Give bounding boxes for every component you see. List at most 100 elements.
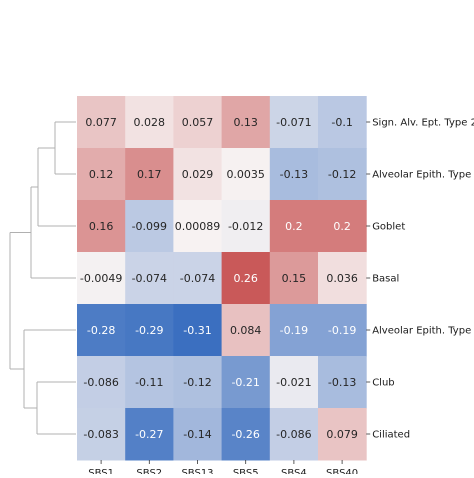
heatmap-cell — [318, 148, 367, 201]
heatmap-cell — [318, 252, 367, 305]
heatmap-cell-value: 0.029 — [182, 168, 214, 181]
heatmap-cell — [173, 304, 223, 357]
column-label: SBS5 — [233, 468, 259, 474]
heatmap-cell — [318, 200, 367, 253]
row-dendrogram — [9, 121, 76, 435]
heatmap-cell-value: -0.086 — [276, 428, 311, 441]
column-label: SBS1 — [88, 468, 114, 474]
heatmap-cell-value: -0.1 — [331, 116, 352, 129]
heatmap-cell — [173, 252, 223, 305]
heatmap-cell — [77, 356, 126, 409]
heatmap-cell-value: -0.086 — [83, 376, 118, 389]
row-label: Ciliated — [372, 430, 410, 441]
heatmap-cell — [173, 96, 223, 149]
heatmap-cell — [269, 200, 319, 253]
heatmap-cell — [173, 356, 223, 409]
heatmap-cell — [221, 356, 271, 409]
heatmap-cell — [221, 304, 271, 357]
heatmap-cell-value: 0.13 — [233, 116, 258, 129]
heatmap-cell-value: -0.074 — [132, 272, 167, 285]
heatmap-cell — [269, 408, 319, 461]
heatmap-cell-value: -0.021 — [276, 376, 311, 389]
heatmap-cell — [77, 200, 126, 253]
heatmap-cell — [318, 96, 367, 149]
column-label: SBS4 — [281, 468, 307, 474]
heatmap-cell-value: 0.16 — [89, 220, 114, 233]
row-label: Sign. Alv. Ept. Type 2 — [372, 118, 474, 129]
heatmap-cell-value: -0.074 — [180, 272, 215, 285]
heatmap-cell-value: -0.099 — [132, 220, 167, 233]
heatmap-cell-value: -0.29 — [135, 324, 163, 337]
heatmap-cell-value: 0.12 — [89, 168, 114, 181]
heatmap-cell-value: 0.2 — [333, 220, 351, 233]
heatmap-cell-value: -0.27 — [135, 428, 163, 441]
heatmap-cell — [318, 356, 367, 409]
heatmap-cell-value: -0.13 — [328, 376, 356, 389]
row-label: Alveolar Epith. Type 2 — [372, 170, 474, 181]
row-labels: Sign. Alv. Ept. Type 2 Alveolar Epith. Ty… — [366, 118, 474, 441]
heatmap-cell-value: 0.2 — [285, 220, 303, 233]
heatmap-cell — [125, 200, 174, 253]
heatmap-cell-value: 0.00089 — [175, 220, 221, 233]
heatmap-cell — [125, 304, 174, 357]
heatmap-cell-value: 0.057 — [182, 116, 214, 129]
heatmap-cell-value: 0.077 — [85, 116, 117, 129]
heatmap-cell — [125, 148, 174, 201]
heatmap-cell-value: -0.31 — [183, 324, 211, 337]
heatmap-cell-value: -0.071 — [276, 116, 311, 129]
heatmap-cell — [173, 408, 223, 461]
heatmap-cell — [125, 252, 174, 305]
column-labels: SBS1 SBS2 SBS13 SBS5 SBS4 SBS40 — [88, 460, 358, 478]
heatmap-cell-value: 0.036 — [326, 272, 358, 285]
heatmap-cell — [173, 148, 223, 201]
heatmap-cell — [269, 356, 319, 409]
heatmap-cell — [269, 252, 319, 305]
row-label: Goblet — [372, 222, 405, 233]
heatmap-cell-value: 0.084 — [230, 324, 262, 337]
heatmap-cell — [318, 304, 367, 357]
heatmap-cell-value: 0.0035 — [226, 168, 265, 181]
heatmap-cell-value: -0.012 — [228, 220, 263, 233]
heatmap-cell — [221, 96, 271, 149]
column-label: SBS40 — [326, 468, 358, 474]
heatmap-cell — [318, 408, 367, 461]
heatmap-cell-labels: 0.077 0.028 0.057 0.13 -0.071 -0.1 0.12 0.17 0.0… — [80, 116, 358, 441]
column-label: SBS13 — [181, 468, 213, 474]
heatmap-cell-value: -0.26 — [231, 428, 259, 441]
heatmap-cell-value: -0.11 — [135, 376, 163, 389]
heatmap-cell — [77, 408, 126, 461]
heatmap-cell — [269, 148, 319, 201]
heatmap-cell-value: -0.083 — [83, 428, 118, 441]
heatmap-cell — [125, 408, 174, 461]
row-label: Alveolar Epith. Type 1 — [372, 326, 474, 337]
heatmap-cell — [221, 252, 271, 305]
heatmap-cell-value: 0.028 — [134, 116, 166, 129]
heatmap-cell-value: 0.079 — [326, 428, 358, 441]
heatmap-cell — [221, 200, 271, 253]
column-label: SBS2 — [136, 468, 162, 474]
heatmap-cell — [221, 408, 271, 461]
heatmap-cell-value: -0.21 — [231, 376, 259, 389]
heatmap-cell-value: -0.19 — [328, 324, 356, 337]
heatmap-cell — [77, 148, 126, 201]
heatmap-cell-value: 0.17 — [137, 168, 162, 181]
row-label: Club — [372, 378, 394, 389]
row-label: Basal — [372, 274, 399, 285]
heatmap-cell — [125, 96, 174, 149]
heatmap-cell — [77, 304, 126, 357]
heatmap-cell-value: 0.15 — [282, 272, 307, 285]
heatmap-cell — [269, 304, 319, 357]
heatmap-cell — [173, 200, 223, 253]
heatmap-cell-value: -0.12 — [328, 168, 356, 181]
heatmap-cell-value: -0.12 — [183, 376, 211, 389]
heatmap-cells — [77, 96, 367, 461]
heatmap-cell — [77, 96, 126, 149]
heatmap-cell — [77, 252, 126, 305]
heatmap-cell — [221, 148, 271, 201]
heatmap-cell-value: -0.14 — [183, 428, 211, 441]
heatmap-cell-value: -0.19 — [280, 324, 308, 337]
heatmap-cell-value: 0.26 — [233, 272, 258, 285]
heatmap-cell-value: -0.28 — [87, 324, 115, 337]
